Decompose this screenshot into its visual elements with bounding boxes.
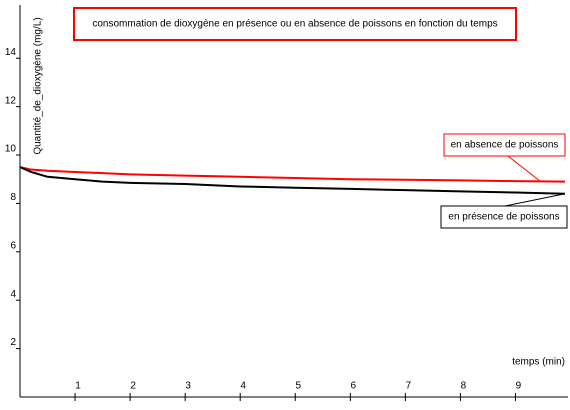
data-line [19,166,566,195]
legend-label: en absence de poissons [451,140,559,151]
x-tick-label: 3 [185,381,191,392]
legend-label: en présence de poissons [448,212,559,223]
y-tick-label: 2 [10,337,16,348]
y-tick-label: 10 [5,144,17,155]
x-tick-label: 7 [406,381,412,392]
y-tick-label: 6 [10,240,16,251]
y-tick-label: 4 [10,289,16,300]
legend-box [443,133,566,157]
title-box [73,7,517,41]
x-tick-label: 1 [75,381,81,392]
y-tick-label: 14 [5,47,17,58]
x-tick-label: 9 [516,381,522,392]
x-tick-label: 2 [130,381,136,392]
data-line [19,166,566,183]
x-tick-label: 5 [295,381,301,392]
x-tick-label: 6 [351,381,357,392]
x-tick-label: 8 [461,381,467,392]
x-tick-label: 4 [240,381,246,392]
legend-leader [507,155,541,182]
x-axis-label: temps (min) [512,357,565,368]
y-tick-label: 12 [5,95,17,106]
y-tick-label: 8 [10,192,16,203]
legend-leader [504,193,566,207]
chart-title: consommation de dioxygène en présence ou… [92,19,497,30]
legend-box [440,205,568,229]
y-axis-label: Quantité_de_dioxygène (mg/L) [33,17,44,154]
